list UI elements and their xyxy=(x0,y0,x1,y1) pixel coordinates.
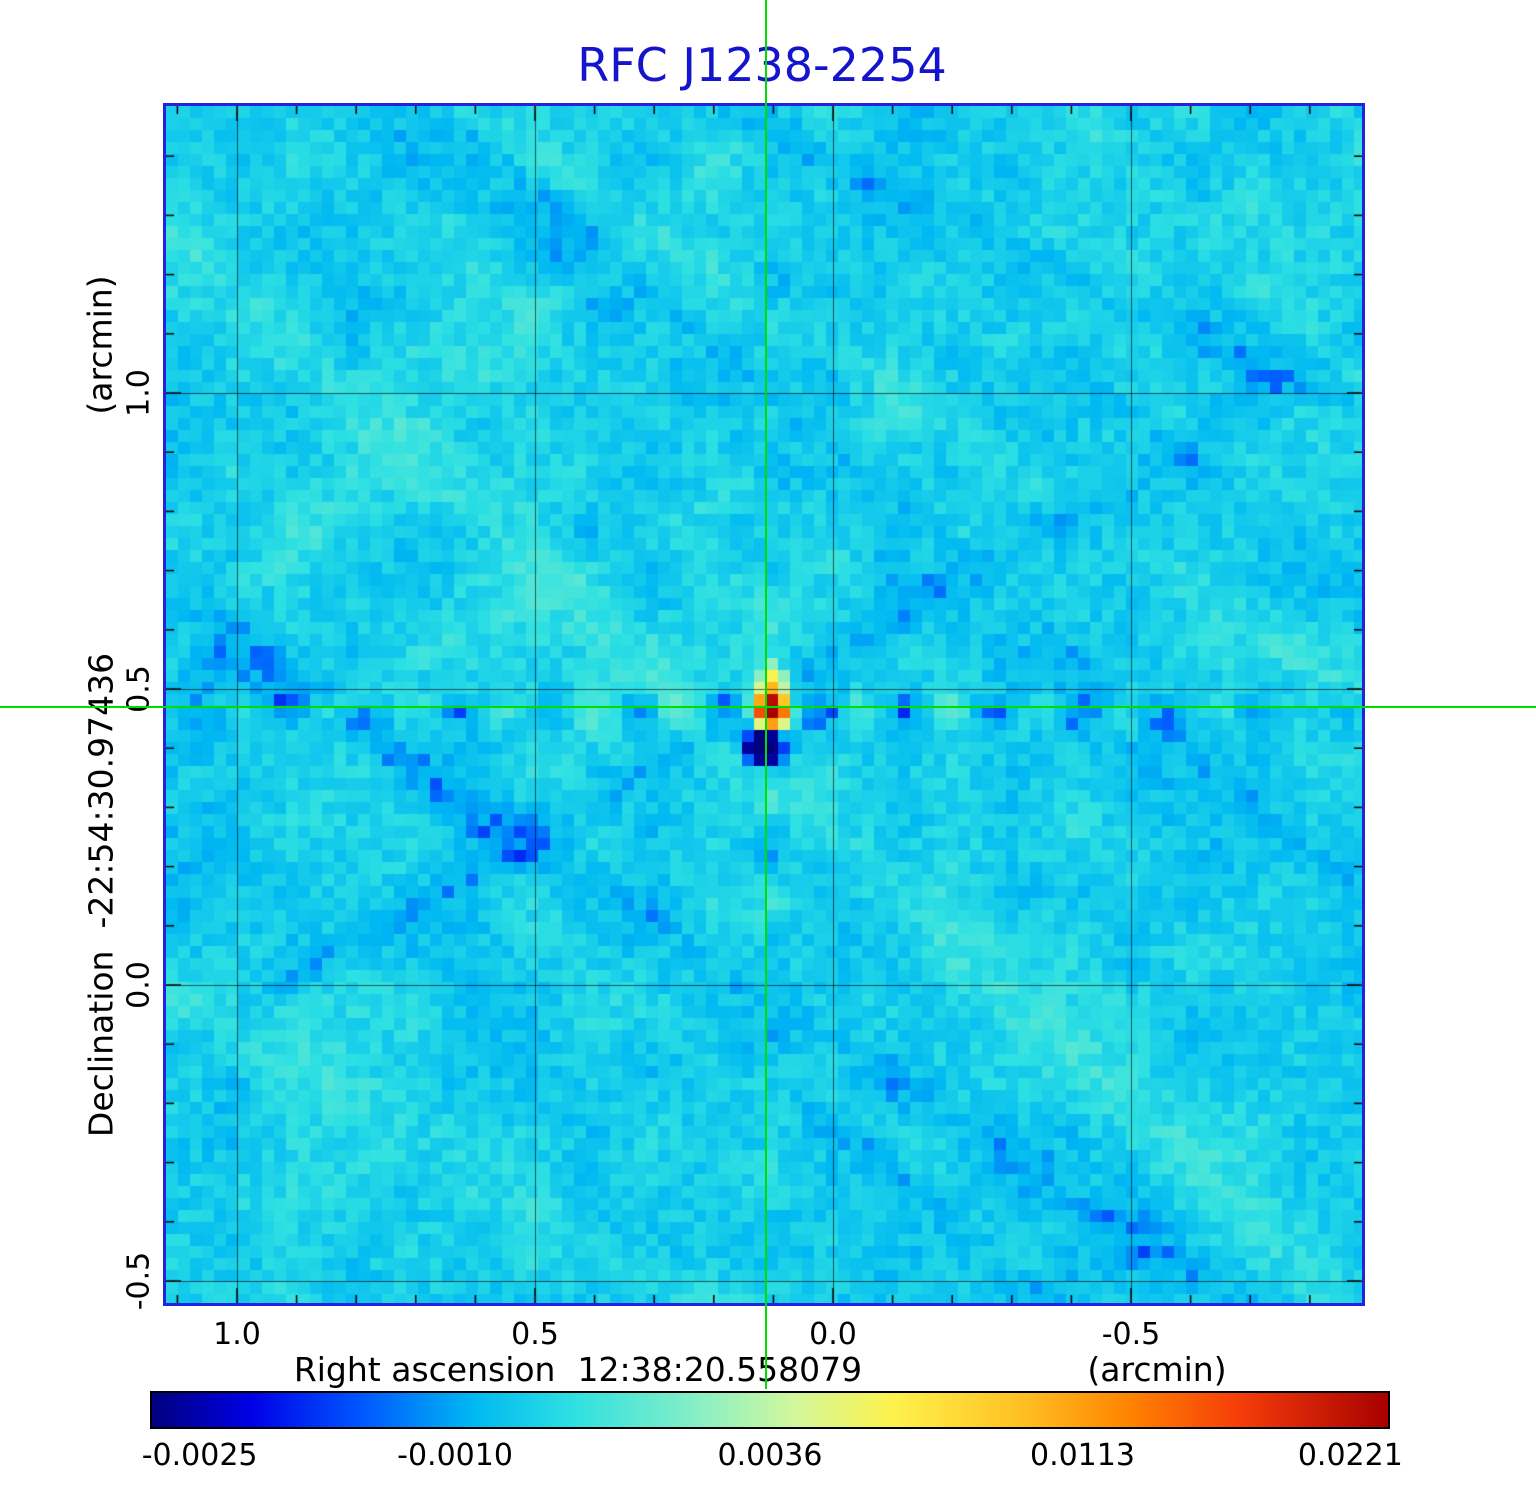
x-axis-title-label: Right ascension xyxy=(293,1350,556,1389)
y-axis-unit-label: (arcmin) xyxy=(80,275,120,415)
sky-image xyxy=(166,106,1362,1303)
y-axis-title-value: -22:54:30.97436 xyxy=(81,652,121,929)
crosshair-vertical-line xyxy=(765,0,767,1389)
x-tick-label: 0.0 xyxy=(809,1317,857,1352)
page-title: RFC J1238-2254 xyxy=(577,38,947,92)
x-axis-title-value: 12:38:20.558079 xyxy=(577,1350,863,1389)
x-tick-label: 1.0 xyxy=(213,1317,261,1352)
colorbar-tick-label: 0.0113 xyxy=(1029,1438,1135,1473)
sky-map-plot xyxy=(163,103,1365,1306)
colorbar-tick-label: -0.0025 xyxy=(141,1438,258,1473)
colorbar-gradient xyxy=(152,1393,1388,1427)
colorbar-tick-label: -0.0010 xyxy=(397,1438,513,1473)
x-axis-unit-label: (arcmin) xyxy=(1087,1350,1227,1389)
x-axis-title: Right ascension 12:38:20.558079 xyxy=(294,1350,862,1389)
y-tick-label: -0.5 xyxy=(121,1251,157,1311)
crosshair-horizontal-line xyxy=(0,706,1536,708)
y-axis-title: Declination -22:54:30.97436 xyxy=(82,653,121,1137)
y-tick-label: 0.0 xyxy=(121,961,157,1009)
colorbar-tick-label: 0.0036 xyxy=(717,1438,823,1473)
y-tick-label: 1.0 xyxy=(121,369,157,417)
colorbar xyxy=(150,1391,1390,1429)
y-axis-title-label: Declination xyxy=(81,950,121,1138)
x-tick-label: -0.5 xyxy=(1101,1317,1161,1352)
colorbar-tick-label: 0.0221 xyxy=(1297,1438,1403,1473)
x-tick-label: 0.5 xyxy=(511,1317,559,1352)
